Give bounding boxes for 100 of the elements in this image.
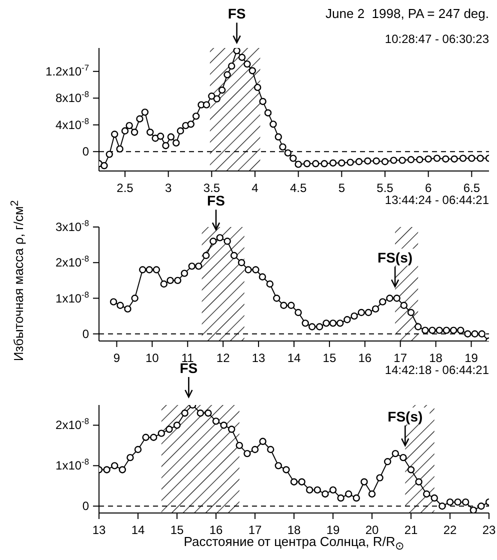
point: [446, 498, 454, 506]
point: [290, 478, 298, 486]
x-tick-label: 3: [164, 181, 172, 195]
point: [282, 466, 290, 474]
x-tick-label: 19: [464, 351, 478, 365]
annotation: FS: [228, 6, 246, 22]
y-tick-label: 8x10$^{-8}$: [56, 89, 90, 106]
point: [181, 409, 188, 417]
point: [336, 320, 344, 327]
point: [158, 430, 165, 437]
point: [423, 490, 430, 498]
x-tick-label: 21: [404, 523, 418, 537]
x-tick-label: 6.5: [463, 181, 480, 195]
point: [216, 234, 224, 242]
point: [376, 474, 384, 482]
point: [400, 454, 407, 462]
point: [280, 302, 288, 309]
point: [478, 330, 486, 338]
point: [220, 422, 228, 429]
point: [259, 438, 266, 446]
point: [210, 238, 217, 245]
x-tick-label: 4: [252, 181, 259, 195]
point: [407, 308, 415, 316]
point: [400, 302, 408, 309]
point: [110, 298, 118, 306]
x-tick-label: 6: [424, 181, 432, 195]
x-tick-label: 13: [252, 351, 266, 365]
x-tick-label: 18: [429, 351, 443, 365]
point: [267, 446, 274, 454]
point: [302, 320, 309, 327]
point: [166, 426, 173, 433]
point: [415, 478, 422, 486]
y-tick-label: 1x10$^{-8}$: [56, 456, 90, 473]
point: [337, 494, 344, 502]
point: [454, 498, 462, 506]
point: [195, 262, 202, 270]
y-tick-label: 0: [82, 499, 90, 514]
point: [134, 446, 142, 454]
point: [166, 276, 174, 284]
point: [188, 262, 196, 270]
point: [314, 486, 321, 494]
point: [111, 462, 118, 470]
point: [160, 280, 168, 288]
point: [442, 326, 450, 334]
point: [358, 308, 365, 316]
point: [258, 273, 266, 280]
point: [244, 450, 251, 458]
point: [174, 276, 182, 284]
point: [430, 494, 438, 502]
point: [368, 490, 376, 498]
point: [212, 418, 220, 425]
point: [392, 450, 399, 458]
text: 14:42:18 - 06:44:21: [384, 363, 489, 377]
y-tick-label: 1.2x10$^{-7}$: [46, 62, 90, 78]
point: [316, 323, 324, 330]
point: [180, 270, 188, 277]
point: [438, 502, 446, 510]
point: [393, 294, 400, 302]
point: [329, 320, 337, 327]
x-tick-label: 14: [287, 351, 301, 365]
x-tick-label: 17: [394, 351, 408, 365]
point: [236, 442, 243, 450]
x-tick-label: 3.5: [203, 181, 220, 195]
point: [238, 259, 246, 266]
y-tick-label: 2x10$^{-8}$: [56, 416, 90, 432]
point: [470, 506, 477, 513]
x-tick-label: 15: [322, 351, 336, 365]
point: [364, 308, 372, 316]
point: [436, 326, 443, 334]
point: [150, 434, 158, 441]
point: [146, 266, 153, 274]
point: [306, 486, 314, 494]
point: [126, 454, 134, 462]
x-tick-label: 12: [216, 351, 230, 365]
point: [384, 458, 392, 466]
x-tick-label: 17: [248, 523, 262, 537]
point: [131, 294, 138, 302]
point: [224, 238, 231, 245]
chart-title: June 2 1998, PA = 247 deg.: [326, 6, 489, 21]
point: [273, 294, 280, 302]
point: [345, 490, 352, 498]
point: [407, 466, 415, 474]
point: [204, 409, 212, 417]
point: [386, 294, 394, 302]
point: [350, 312, 358, 320]
y-tick-label: 0: [82, 144, 90, 159]
annotation: FS(s): [378, 250, 413, 266]
x-tick-label: 16: [209, 523, 223, 537]
point: [173, 422, 181, 429]
point: [142, 434, 150, 441]
text: 10:28:47 - 06:30:23: [384, 32, 489, 46]
point: [230, 252, 238, 260]
point: [478, 502, 485, 510]
point: [422, 326, 429, 334]
point: [288, 302, 295, 309]
y-tick-label: 4x10$^{-8}$: [56, 116, 90, 132]
point: [298, 478, 306, 486]
point: [322, 490, 329, 498]
point: [414, 323, 422, 330]
point: [329, 486, 337, 494]
